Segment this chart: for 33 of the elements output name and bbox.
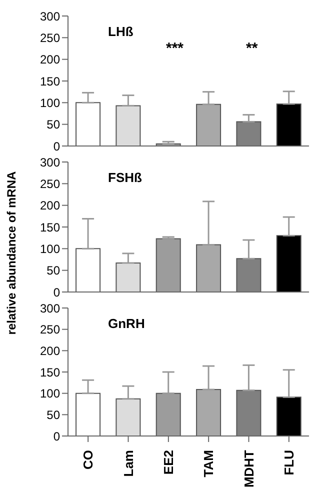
y-tick-label: 0	[53, 285, 60, 300]
y-tick-label: 250	[40, 30, 60, 45]
text: LHß	[108, 24, 134, 39]
text: FSHß	[108, 170, 142, 185]
x-tick-label: EE2	[160, 450, 176, 475]
annotation: **	[246, 40, 258, 57]
y-tick-label: 150	[40, 74, 60, 88]
y-tick-label: 100	[40, 386, 60, 401]
y-tick-label: 100	[40, 242, 60, 256]
y-tick-label: 200	[40, 52, 60, 67]
y-tick-label: 150	[40, 365, 60, 380]
x-tick-label: FLU	[281, 450, 296, 476]
y-tick-label: 250	[40, 176, 60, 191]
annotation: ***	[166, 40, 184, 57]
text: GnRH	[108, 316, 145, 331]
x-tick-label: CO	[80, 450, 96, 470]
y-tick-label: 300	[40, 9, 60, 24]
y-tick-label: 200	[40, 344, 60, 358]
x-tick-label: Lam	[120, 450, 136, 477]
y-tick-label: 250	[40, 322, 60, 337]
y-tick-label: 300	[40, 301, 60, 316]
y-tick-label: 50	[46, 118, 60, 132]
y-tick-label: 50	[46, 264, 60, 278]
y-tick-label: 50	[46, 408, 60, 422]
y-tick-label: 0	[53, 429, 60, 444]
x-tick-label: TAM	[201, 450, 216, 478]
y-axis-title: relative abundance of mRNA	[5, 171, 19, 335]
y-tick-label: 100	[40, 96, 60, 110]
x-tick-label: MDHT	[241, 450, 256, 488]
y-tick-label: 200	[40, 198, 60, 213]
y-tick-label: 300	[40, 155, 60, 170]
y-tick-label: 150	[40, 220, 60, 234]
y-tick-label: 0	[53, 139, 60, 154]
